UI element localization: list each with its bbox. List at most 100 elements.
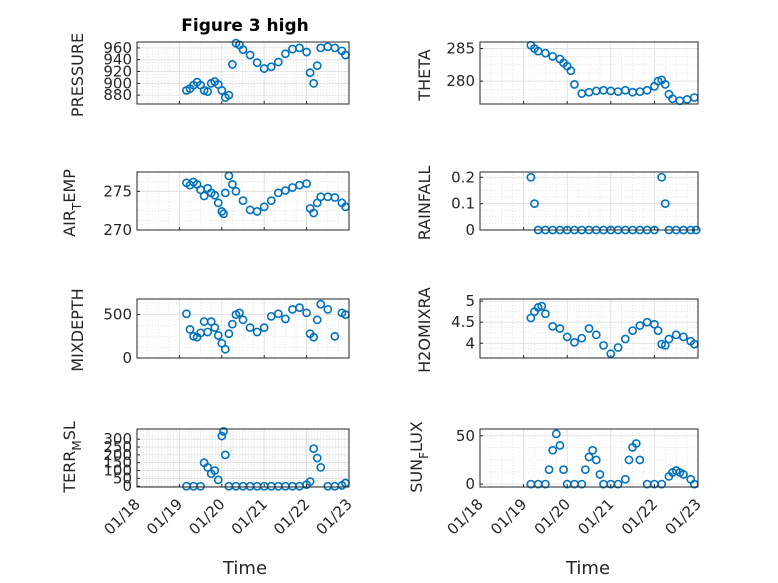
data-point [541,309,550,319]
data-point [526,313,536,323]
data-point [551,429,561,439]
y-tick-label: 300 [103,430,132,448]
data-point [330,43,340,53]
y-tick-label: 500 [103,306,132,324]
data-point [526,172,536,182]
x-tick-label: 01/22 [270,495,313,538]
data-point [664,334,674,344]
ylabel-h2omixra: H2OMIXRA [415,287,434,373]
data-point [210,466,220,475]
data-point [280,186,290,195]
data-point [302,179,311,188]
y-tick-label: 0 [465,475,475,493]
x-tick-label: 01/23 [662,495,705,538]
y-tick-label: 100 [103,462,132,480]
data-point [203,463,213,472]
axes-box [479,171,699,231]
data-point [660,199,670,209]
data-point [220,344,230,354]
data-point [213,198,223,208]
data-point [185,324,195,334]
y-tick-label: 270 [103,221,132,239]
data-point [273,57,283,67]
x-tick-label: 01/19 [487,495,530,538]
y-tick-label: 275 [103,182,132,200]
data-point [559,465,568,474]
y-tick-label: 0 [465,221,475,239]
data-point [530,199,539,209]
data-point [245,323,255,333]
ylabel-sun-flux: SUNFLUX [407,421,431,493]
xlabel-left: Time [222,558,267,579]
y-tick-label: 280 [446,72,475,90]
data-point [302,308,311,318]
x-tick-label: 01/23 [313,495,356,538]
data-point [613,343,623,352]
panel-h2omixra: 44.55 [451,292,699,359]
data-point [295,303,304,313]
data-point [235,308,244,318]
plot-area [137,299,349,358]
data-point [213,475,223,485]
data-point [679,332,688,342]
data-point [213,331,223,340]
data-point [323,305,333,314]
data-point [220,188,230,198]
data-point [227,179,237,189]
axes-box [136,298,350,359]
data-point [210,323,220,333]
axes-box [136,41,350,105]
data-point [599,340,608,350]
data-point [330,331,340,341]
y-tick-label: 880 [103,86,132,104]
data-point [217,431,227,441]
data-point [259,323,269,333]
panel-theta: 280 285 [446,40,699,106]
data-point [628,326,637,336]
data-point [312,453,322,463]
data-point [280,314,290,324]
x-tick-label: 01/21 [228,495,271,538]
data-point [217,86,227,95]
data-point [541,479,550,489]
data-point [273,309,283,319]
x-tick-label: 01/18 [444,495,487,538]
data-point [537,301,547,311]
data-point [252,327,262,337]
data-point [570,338,579,347]
y-tick-label: 920 [103,63,132,81]
ylabel-air-temp: AIRTEMP [60,169,84,237]
ylabel-theta: THETA [415,49,434,101]
x-tick-label: 01/20 [531,495,574,538]
data-point [189,331,198,341]
data-point [577,333,587,343]
data-point [548,51,558,61]
data-point [312,315,322,325]
data-point [309,332,319,342]
x-tick-label: 01/18 [101,495,144,538]
data-point [544,465,554,474]
data-point [591,455,601,465]
data-point [631,439,641,448]
ylabel-rainfall: RAINFALL [415,166,434,241]
data-point [316,463,326,472]
y-tick-label: 4 [465,334,475,352]
data-point [570,80,579,89]
xlabel-right: Time [565,558,610,579]
data-point [660,340,670,350]
data-point [217,207,227,216]
data-point [305,68,315,78]
y-tick-label: 940 [103,51,132,69]
data-point [309,444,319,453]
y-tick-label: 150 [103,454,132,472]
axes-box [136,428,350,488]
data-point [203,87,213,96]
y-tick-label: 0.2 [451,168,475,186]
data-point [620,334,630,344]
data-point [220,450,230,460]
data-point [657,479,667,489]
y-tick-label: 200 [103,446,132,464]
data-point [591,330,601,340]
data-point [624,455,634,465]
